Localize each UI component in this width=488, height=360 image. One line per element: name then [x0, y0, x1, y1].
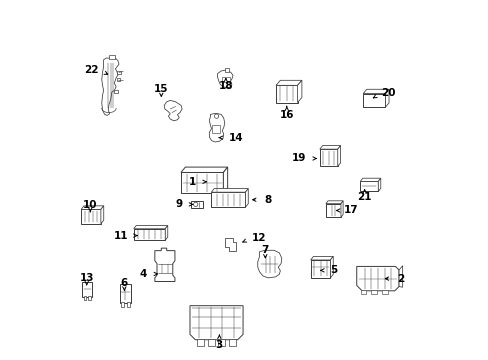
Text: 1: 1	[188, 177, 196, 187]
Bar	[82, 282, 92, 297]
Text: 9: 9	[175, 199, 183, 210]
Polygon shape	[257, 250, 281, 278]
Text: 11: 11	[113, 231, 128, 240]
Polygon shape	[223, 167, 227, 193]
Polygon shape	[310, 256, 333, 260]
Polygon shape	[133, 226, 167, 229]
Bar	[117, 78, 120, 81]
Text: 8: 8	[264, 195, 271, 205]
Bar	[218, 339, 225, 346]
Bar	[211, 192, 245, 207]
Text: 4: 4	[139, 269, 147, 279]
Text: 18: 18	[218, 81, 233, 91]
Bar	[276, 85, 297, 103]
Text: 5: 5	[330, 265, 337, 275]
Polygon shape	[378, 178, 380, 192]
Bar	[224, 68, 228, 72]
Bar	[121, 302, 124, 307]
Text: 14: 14	[228, 133, 243, 143]
Polygon shape	[330, 256, 333, 278]
Text: 12: 12	[251, 233, 265, 243]
Text: 7: 7	[261, 245, 268, 255]
Bar	[81, 210, 101, 224]
Polygon shape	[181, 167, 227, 172]
Text: 10: 10	[83, 200, 97, 210]
Bar	[360, 181, 378, 192]
Text: 20: 20	[381, 88, 395, 98]
Text: 2: 2	[396, 274, 404, 284]
Text: 22: 22	[83, 64, 98, 75]
Bar	[88, 296, 90, 300]
Bar	[222, 77, 230, 82]
Polygon shape	[276, 80, 301, 85]
Polygon shape	[363, 89, 388, 94]
Bar	[190, 201, 203, 208]
Polygon shape	[297, 80, 301, 103]
Bar	[382, 290, 387, 294]
Bar	[325, 204, 340, 217]
Polygon shape	[209, 113, 224, 142]
Polygon shape	[245, 189, 248, 207]
Bar	[126, 302, 129, 307]
Bar	[212, 126, 220, 134]
Bar	[117, 71, 121, 74]
Bar	[181, 172, 223, 193]
Text: 15: 15	[154, 84, 168, 94]
Bar	[114, 90, 118, 93]
Bar	[196, 339, 203, 346]
Polygon shape	[356, 266, 398, 291]
Polygon shape	[102, 58, 119, 116]
Text: 16: 16	[279, 111, 293, 121]
Text: 13: 13	[79, 273, 94, 283]
Text: 21: 21	[357, 192, 371, 202]
Bar	[228, 339, 236, 346]
Polygon shape	[101, 206, 103, 224]
Bar	[120, 284, 131, 303]
Bar	[371, 290, 376, 294]
Polygon shape	[385, 89, 388, 107]
Polygon shape	[225, 238, 236, 251]
Bar	[207, 339, 214, 346]
Polygon shape	[190, 306, 243, 340]
Polygon shape	[211, 189, 248, 192]
Polygon shape	[155, 248, 175, 282]
Polygon shape	[398, 266, 402, 287]
Text: 3: 3	[215, 340, 223, 350]
Bar	[109, 55, 115, 59]
Text: 19: 19	[291, 153, 305, 163]
Bar	[360, 290, 366, 294]
Bar	[133, 229, 165, 240]
Circle shape	[214, 114, 218, 118]
Bar	[83, 296, 86, 300]
Circle shape	[193, 202, 198, 207]
Bar	[310, 260, 330, 278]
Polygon shape	[217, 70, 233, 88]
Polygon shape	[165, 226, 167, 240]
Polygon shape	[81, 206, 103, 210]
Text: 17: 17	[344, 206, 358, 216]
Bar	[363, 94, 385, 107]
Polygon shape	[340, 201, 343, 217]
Polygon shape	[164, 100, 182, 121]
Polygon shape	[319, 145, 340, 149]
Text: 6: 6	[121, 278, 128, 288]
Polygon shape	[360, 178, 380, 181]
Polygon shape	[325, 201, 343, 204]
Bar	[319, 149, 337, 166]
Polygon shape	[337, 145, 340, 166]
